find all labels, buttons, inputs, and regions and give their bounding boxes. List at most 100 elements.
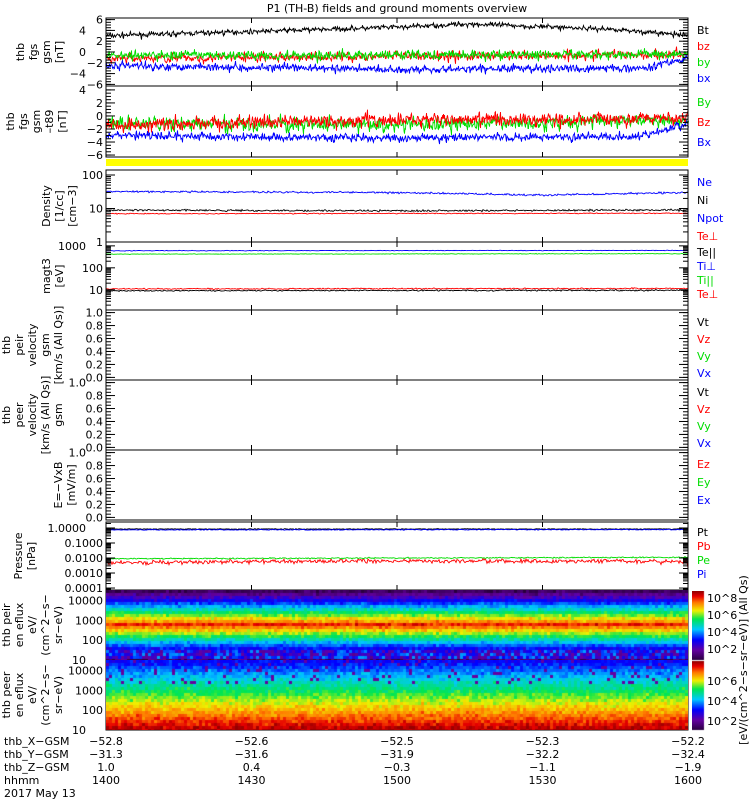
y-axis-label-part: (cm^2−s− <box>39 664 52 725</box>
y-tick-label: 0.2 <box>86 358 104 371</box>
y-tick-label: −6 <box>87 78 103 91</box>
y-axis-label-part: fgs <box>17 113 30 130</box>
y-tick-label: 0.6 <box>86 473 104 486</box>
y-axis-label: thb peir <box>0 603 13 647</box>
y-tick-label: 100 <box>82 704 103 717</box>
y-tick-label: 1000 <box>75 684 103 697</box>
y-axis-label: –t89 <box>43 110 56 134</box>
y-axis-label-part: [1/cc] <box>53 190 66 221</box>
y-tick-label: −6 <box>87 149 103 162</box>
y-axis-label-part: thb <box>0 628 13 646</box>
x-axis-row-label: thb_Z−GSM <box>4 761 70 774</box>
y-tick-label: 0.6 <box>86 403 104 416</box>
y-axis-label: (cm^2−s− <box>39 594 52 655</box>
y-axis-label: eV/ <box>26 616 39 634</box>
y-axis-label-part: sr−eV) <box>52 606 65 644</box>
y-axis-label-part: peer <box>0 671 13 697</box>
legend-ti: Ti⊥ <box>696 260 716 273</box>
y-axis-label: E=−VxB <box>52 462 65 509</box>
y-axis-label-part: Pressure <box>12 532 25 579</box>
y-axis-label-part: gsm <box>30 110 43 133</box>
y-tick-label: 0.4 <box>86 345 104 358</box>
y-tick-label: 0.0001 <box>65 582 104 595</box>
x-axis-value: 1600 <box>674 774 702 787</box>
y-axis-label: [nT] <box>56 110 69 132</box>
legend-ez: Ez <box>697 458 710 471</box>
y-axis-label-part: Density <box>40 185 53 227</box>
y-axis-label: [nT] <box>53 41 66 63</box>
y-axis-label-part: eV/ <box>26 686 39 704</box>
series-bx-line <box>106 54 689 75</box>
x-axis-date: 2017 May 13 <box>4 787 76 800</box>
panel-frame <box>105 169 689 243</box>
y-tick-label: 100 <box>82 169 103 182</box>
y-tick-label: 2 <box>96 35 103 48</box>
x-axis-value: 1400 <box>92 774 120 787</box>
series-bz-line <box>105 46 688 65</box>
legend-npot: Npot <box>697 212 724 225</box>
y-axis-label-part: –t89 <box>43 110 56 134</box>
y-axis-label: (cm^2−s− <box>39 664 52 725</box>
series-bt-line <box>106 20 688 40</box>
series-ti-line <box>106 252 689 255</box>
x-axis-value: −31.3 <box>89 748 123 761</box>
series-pe-line <box>105 556 689 560</box>
series-pi-line <box>105 528 689 531</box>
x-axis-value: −52.8 <box>89 735 123 748</box>
y-axis-label-part: velocity <box>26 323 39 366</box>
series-ne-line <box>105 190 689 197</box>
x-axis-value: −31.6 <box>235 748 269 761</box>
x-axis-row-label: thb_X−GSM <box>4 735 70 748</box>
y-axis-label: [km/s (All Qs)] <box>39 376 52 455</box>
y-tick-label: 0.2 <box>86 428 104 441</box>
x-axis-value: 0.4 <box>243 761 261 774</box>
y-axis-label: gsm <box>30 110 43 133</box>
y-axis-label-part: [nT] <box>53 41 66 63</box>
y-tick-label: 0.8 <box>86 460 104 473</box>
series-by-line <box>105 48 688 64</box>
y-axis-label-part: gsm <box>39 333 52 356</box>
legend-ne: Ne <box>697 176 712 189</box>
panel-fgs_gsm_t89: By Bz Bx 420−2−4−6 thb fgs gsm –t89 [nT] <box>4 84 712 162</box>
y-axis-label-part: peir <box>0 603 13 625</box>
y-tick-label: 0.0010 <box>65 567 104 580</box>
y-tick-label: 100 <box>82 634 103 647</box>
legend-vy: Vy <box>697 420 711 433</box>
series-ni-line <box>105 208 689 213</box>
y-tick-label: −2 <box>87 123 103 136</box>
legend-vz: Vz <box>697 403 711 416</box>
y-axis-label: sr−eV) <box>52 676 65 714</box>
y-axis-label: Pressure <box>12 532 25 579</box>
y-tick-label: 0.4 <box>86 415 104 428</box>
y-axis-label: [cm−3] <box>66 185 79 227</box>
y-axis-label: velocity <box>26 393 39 436</box>
series-te-line <box>105 286 689 291</box>
y-axis-label-part: eflux <box>13 602 26 630</box>
y-axis-label-part: velocity <box>26 393 39 436</box>
y-axis-label: eV/ <box>26 686 39 704</box>
y-axis-label: en eflux <box>13 672 26 717</box>
y-axis-label-part: [nT] <box>56 110 69 132</box>
series-pb-line <box>105 557 689 569</box>
legend-bx: bx <box>697 72 711 85</box>
y-tick-label: 10 <box>72 724 86 737</box>
series-te-line <box>106 212 689 215</box>
y-tick-label: 1000 <box>58 240 86 253</box>
y-tick-label: 0.1000 <box>65 537 104 550</box>
y-axis-label-part: eV/ <box>26 616 39 634</box>
y-tick-label: 0.0 <box>86 441 104 454</box>
legend-vx: Vx <box>697 367 712 380</box>
y-tick-label: 10 <box>89 202 103 215</box>
colorbar-tick-label: 10^4 <box>707 695 737 708</box>
y-axis-label: Density <box>40 185 53 227</box>
series-bx-line <box>105 119 689 145</box>
y-tick-label: 1.0 <box>69 377 87 390</box>
colorbar-label: [eV/(cm^2−s−sr−eV)] (All Qs) <box>737 575 750 745</box>
y-axis-label-part: [mV/m] <box>65 464 78 505</box>
panel-peir_velocity: Vt Vz Vy Vx 1.00.80.60.40.20.0 thb peir velocit… <box>0 306 712 385</box>
y-tick-label: 10000 <box>68 665 103 678</box>
panel-peer_velocity: Vt Vz Vy Vx 1.00.80.60.40.20.0 thb peer velocit… <box>0 376 712 455</box>
y-axis-label: peer <box>13 402 26 428</box>
x-axis-value: −52.6 <box>235 735 269 748</box>
